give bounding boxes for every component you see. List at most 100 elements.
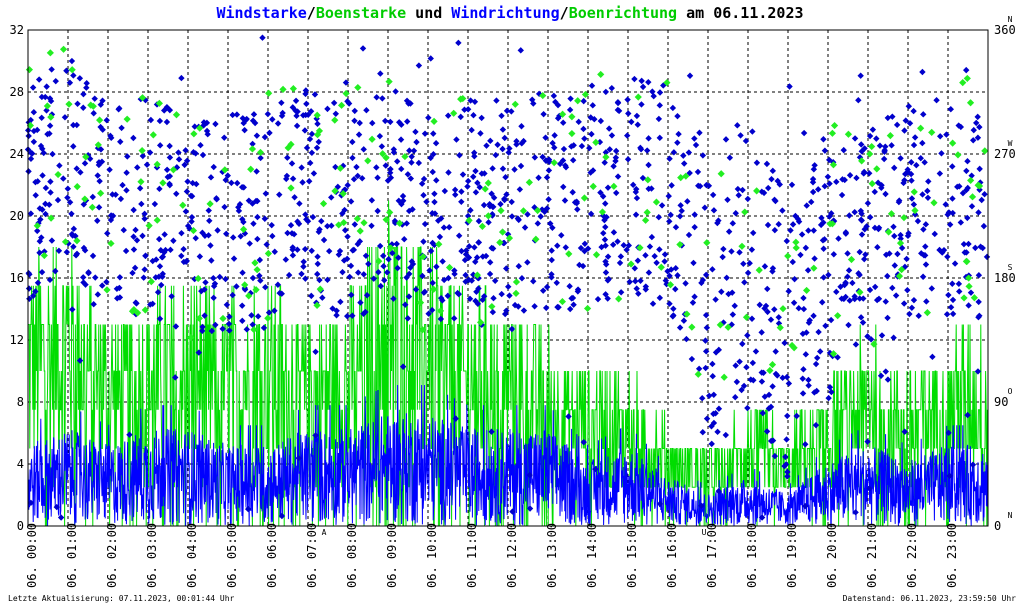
direction-point <box>554 242 561 249</box>
direction-point <box>928 285 935 292</box>
direction-point <box>739 340 746 348</box>
direction-point <box>553 279 560 286</box>
direction-point <box>691 293 698 300</box>
direction-point <box>856 154 864 161</box>
direction-point <box>609 241 617 248</box>
direction-point <box>758 329 765 336</box>
direction-point <box>608 132 616 139</box>
direction-point <box>344 181 351 189</box>
direction-point <box>841 176 848 184</box>
direction-point <box>676 213 684 220</box>
direction-point <box>749 128 756 135</box>
direction-point <box>427 55 434 62</box>
direction-point <box>888 142 895 149</box>
direction-point <box>494 141 501 148</box>
y-right-tick-label: 270 <box>994 147 1016 161</box>
direction-point <box>63 67 70 74</box>
gust-direction-point <box>716 321 724 329</box>
direction-point <box>365 260 372 268</box>
gust-direction-point <box>847 255 856 264</box>
y-right-tick-label: 90 <box>994 395 1008 409</box>
gust-direction-point <box>89 102 97 110</box>
direction-point <box>260 324 268 332</box>
direction-point <box>675 130 682 138</box>
direction-point <box>104 230 111 237</box>
direction-point <box>678 207 685 215</box>
direction-point <box>946 472 953 480</box>
direction-point <box>524 211 531 218</box>
direction-point <box>503 265 510 272</box>
direction-point <box>921 159 928 166</box>
gust-direction-point <box>61 238 70 246</box>
direction-point <box>368 197 376 204</box>
direction-point <box>842 229 850 236</box>
direction-point <box>881 148 888 156</box>
direction-point <box>614 238 621 245</box>
direction-point <box>712 349 720 356</box>
direction-point <box>882 190 889 198</box>
direction-point <box>906 310 913 318</box>
direction-point <box>919 191 926 198</box>
direction-point <box>178 229 185 237</box>
direction-point <box>970 137 977 144</box>
direction-point <box>677 202 684 209</box>
direction-point <box>155 273 163 280</box>
direction-point <box>631 75 638 83</box>
direction-point <box>871 188 878 196</box>
direction-point <box>388 241 396 248</box>
direction-point <box>195 349 203 356</box>
direction-point <box>800 129 808 137</box>
direction-point <box>175 156 183 163</box>
direction-point <box>197 142 204 149</box>
direction-point <box>903 255 910 263</box>
direction-point <box>653 259 660 266</box>
direction-point <box>421 220 429 228</box>
gust-direction-point <box>416 298 425 307</box>
direction-point <box>515 263 522 270</box>
direction-point <box>158 254 166 261</box>
direction-point <box>874 179 882 186</box>
direction-point <box>699 428 706 436</box>
direction-point <box>341 227 349 234</box>
gust-direction-point <box>676 240 684 249</box>
direction-point <box>734 122 741 129</box>
gust-direction-point <box>287 184 295 192</box>
gust-direction-point <box>159 179 167 187</box>
direction-point <box>815 328 822 336</box>
direction-point <box>254 213 261 221</box>
direction-point <box>25 132 32 140</box>
marker-u: U <box>702 528 707 537</box>
direction-point <box>370 275 377 282</box>
direction-point <box>471 244 478 251</box>
direction-point <box>332 110 339 118</box>
direction-point <box>30 109 38 116</box>
direction-point <box>156 315 164 322</box>
direction-point <box>875 224 883 231</box>
direction-point <box>307 108 315 115</box>
direction-point <box>949 310 957 318</box>
direction-point <box>575 118 582 126</box>
direction-point <box>300 258 307 265</box>
direction-point <box>490 194 498 201</box>
direction-point <box>840 146 847 154</box>
direction-point <box>601 159 608 166</box>
direction-point <box>219 168 226 176</box>
gust-direction-point <box>539 91 547 100</box>
direction-point <box>208 257 215 264</box>
gust-direction-point <box>445 263 454 272</box>
direction-point <box>464 106 472 113</box>
direction-point <box>549 139 556 147</box>
direction-point <box>939 249 946 256</box>
gust-direction-point <box>155 99 163 107</box>
direction-point <box>809 188 817 196</box>
direction-point <box>262 190 270 197</box>
direction-point <box>973 119 980 127</box>
direction-point <box>656 89 664 96</box>
direction-point <box>324 105 331 113</box>
direction-point <box>764 221 772 229</box>
gust-direction-point <box>46 49 54 57</box>
gust-direction-point <box>910 188 918 196</box>
direction-point <box>900 300 908 307</box>
direction-point <box>805 319 813 326</box>
direction-point <box>785 380 793 387</box>
